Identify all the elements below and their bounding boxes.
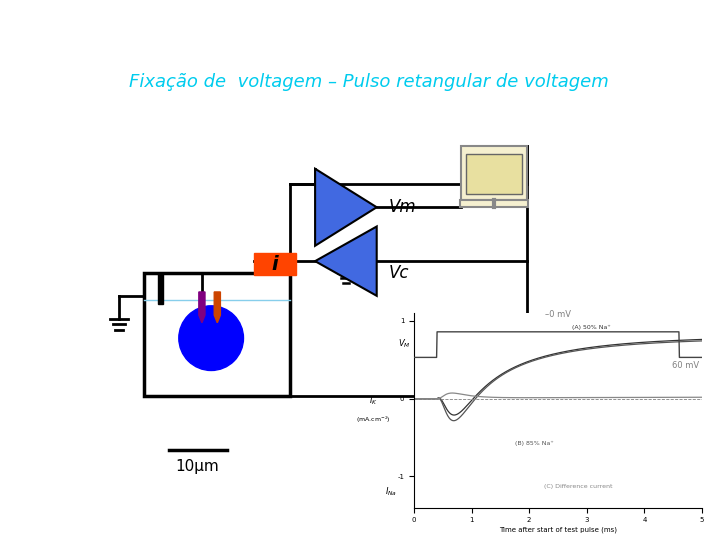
Text: (mA.cm$^{-2}$): (mA.cm$^{-2}$) (356, 415, 391, 426)
Text: Fixação de  voltagem – Pulso retangular de voltagem: Fixação de voltagem – Pulso retangular d… (129, 73, 609, 91)
X-axis label: Time after start of test pulse (ms): Time after start of test pulse (ms) (499, 526, 617, 532)
Bar (466, 154, 522, 194)
Circle shape (179, 306, 243, 370)
Text: $I_K$: $I_K$ (369, 394, 378, 407)
Text: (B) 85% Na⁺: (B) 85% Na⁺ (515, 441, 554, 447)
Text: (A) 50% Na⁺: (A) 50% Na⁺ (572, 325, 611, 330)
Text: 10μm: 10μm (176, 459, 220, 474)
Bar (158, 273, 163, 303)
Polygon shape (199, 292, 205, 323)
Text: i: i (271, 255, 278, 274)
Text: (C) Difference current: (C) Difference current (544, 484, 612, 489)
Text: Vm: Vm (388, 198, 416, 216)
Bar (460, 200, 528, 207)
Polygon shape (315, 226, 377, 296)
Bar (253, 253, 296, 275)
Polygon shape (315, 168, 377, 246)
Polygon shape (215, 292, 220, 323)
Bar (144, 273, 290, 396)
Bar (462, 146, 527, 200)
Text: $I_{Na}$: $I_{Na}$ (385, 486, 397, 498)
Text: Vc: Vc (388, 264, 409, 282)
